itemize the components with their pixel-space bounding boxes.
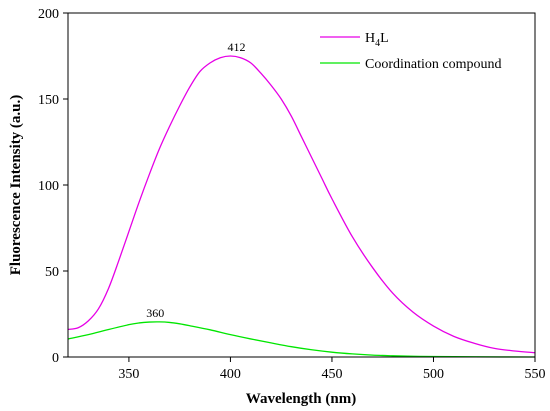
x-axis-title: Wavelength (nm) [246, 391, 356, 407]
y-tick-label-100: 100 [38, 179, 59, 194]
y-tick-label-200: 200 [38, 7, 59, 22]
y-tick-label-150: 150 [38, 93, 59, 108]
peak-annotations: 412 360 [146, 40, 245, 320]
x-tick-label-350: 350 [118, 367, 139, 382]
annotation-412: 412 [228, 40, 246, 54]
x-tick-label-450: 450 [321, 367, 342, 382]
series-curves [67, 55, 536, 358]
axis-ticks: 350 400 450 500 550 0 50 100 150 200 [38, 7, 546, 382]
y-tick-label-0: 0 [52, 351, 59, 366]
x-tick-label-550: 550 [525, 367, 546, 382]
series-line-coordination-compound [67, 321, 536, 358]
legend-label-h4l: H4L [365, 31, 389, 49]
legend-label-coordination-compound: Coordination compound [365, 57, 502, 72]
x-tick-label-400: 400 [220, 367, 241, 382]
y-tick-label-50: 50 [45, 265, 59, 280]
annotation-360: 360 [146, 306, 164, 320]
series-line-h4l [67, 55, 536, 354]
x-tick-label-500: 500 [423, 367, 444, 382]
y-axis-title: Fluorescence Intensity (a.u.) [8, 95, 24, 276]
legend: H4L Coordination compound [320, 31, 502, 72]
